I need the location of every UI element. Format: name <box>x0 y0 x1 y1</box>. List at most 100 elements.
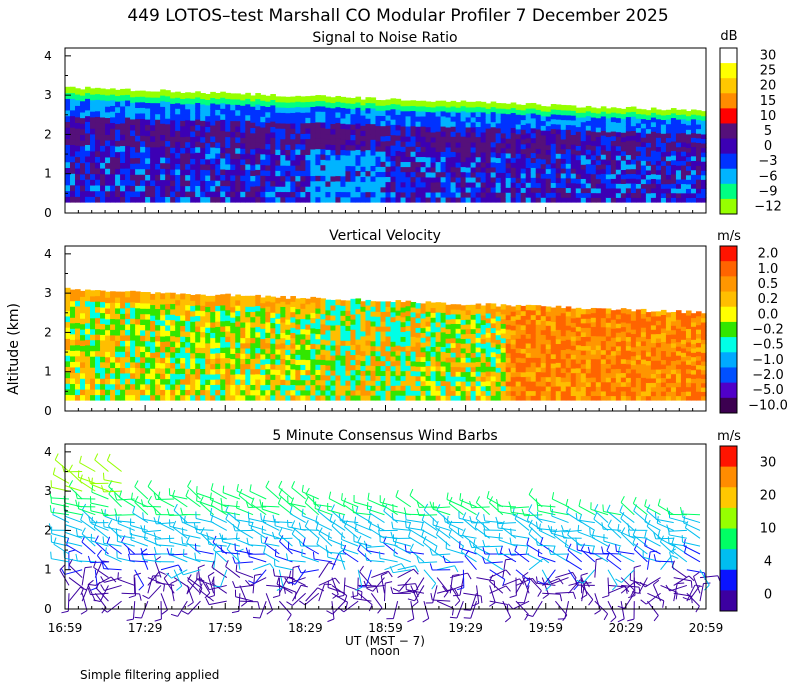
field-cell <box>530 107 537 114</box>
field-cell <box>590 358 597 364</box>
field-cell <box>280 196 286 203</box>
field-cell <box>300 106 306 113</box>
field-cell <box>195 96 201 103</box>
field-cell <box>515 333 522 339</box>
field-cell <box>290 143 296 150</box>
field-cell <box>510 192 517 198</box>
field-cell <box>300 384 306 391</box>
field-cell <box>630 333 637 339</box>
field-cell <box>535 197 542 203</box>
field-cell <box>445 151 452 158</box>
field-cell <box>465 186 472 193</box>
field-cell <box>655 123 662 129</box>
field-cell <box>390 186 397 193</box>
field-cell <box>170 308 176 315</box>
field-cell <box>465 191 472 198</box>
field-cell <box>130 190 136 198</box>
field-cell <box>540 357 547 364</box>
field-cell <box>625 144 632 151</box>
field-cell <box>170 367 176 374</box>
field-cell <box>165 157 171 164</box>
field-cell <box>560 114 567 121</box>
field-cell <box>195 315 201 322</box>
field-cell <box>280 175 286 182</box>
field-cell <box>495 132 502 139</box>
field-cell <box>435 110 442 117</box>
field-cell <box>365 149 372 156</box>
field-cell <box>475 171 482 178</box>
field-cell <box>290 170 296 177</box>
field-cell <box>305 96 311 102</box>
field-cell <box>200 185 206 192</box>
field-cell <box>545 334 552 340</box>
field-cell <box>605 372 612 378</box>
field-cell <box>585 149 592 155</box>
field-cell <box>500 172 507 178</box>
field-cell <box>250 306 256 312</box>
field-cell <box>530 182 537 188</box>
field-cell <box>415 116 422 122</box>
velocity-color-field <box>65 287 707 401</box>
field-cell <box>500 187 507 193</box>
field-cell <box>605 340 612 346</box>
field-cell <box>440 110 447 117</box>
field-cell <box>620 354 627 360</box>
field-cell <box>615 327 622 333</box>
field-cell <box>155 303 161 310</box>
field-cell <box>505 143 512 149</box>
field-cell <box>520 104 527 111</box>
field-cell <box>355 128 362 135</box>
field-cell <box>405 350 412 356</box>
field-cell <box>445 111 452 118</box>
field-cell <box>100 361 106 368</box>
field-cell <box>450 126 457 132</box>
field-cell <box>445 166 452 173</box>
field-cell <box>460 385 467 392</box>
field-cell <box>640 354 647 360</box>
field-cell <box>155 190 161 198</box>
field-cell <box>430 356 437 362</box>
field-cell <box>635 390 642 397</box>
field-cell <box>640 109 647 115</box>
field-cell <box>270 343 276 349</box>
field-cell <box>340 375 347 381</box>
field-cell <box>165 146 171 153</box>
field-cell <box>385 191 392 198</box>
field-cell <box>480 116 487 123</box>
field-cell <box>605 155 612 161</box>
field-cell <box>410 316 417 323</box>
field-cell <box>85 196 91 203</box>
field-cell <box>340 196 347 203</box>
field-cell <box>605 108 612 114</box>
field-cell <box>220 152 226 159</box>
field-cell <box>185 304 191 311</box>
field-cell <box>305 133 311 140</box>
field-cell <box>95 361 101 368</box>
field-cell <box>85 190 91 197</box>
field-cell <box>655 395 662 401</box>
field-cell <box>395 380 402 386</box>
field-cell <box>380 326 387 332</box>
field-cell <box>365 102 372 109</box>
field-cell <box>595 377 602 383</box>
field-cell <box>105 156 111 164</box>
field-cell <box>695 188 702 194</box>
field-cell <box>280 301 286 307</box>
field-cell <box>530 314 537 320</box>
field-cell <box>345 330 352 336</box>
field-cell <box>100 307 106 314</box>
field-cell <box>290 128 296 135</box>
field-cell <box>80 140 86 147</box>
field-cell <box>240 164 246 171</box>
field-cell <box>225 131 231 138</box>
field-cell <box>105 106 111 113</box>
field-cell <box>65 173 71 180</box>
field-cell <box>330 304 337 311</box>
field-cell <box>215 136 221 143</box>
field-cell <box>225 325 231 332</box>
field-cell <box>455 371 462 377</box>
field-cell <box>330 160 337 166</box>
field-cell <box>545 395 552 401</box>
field-cell <box>280 170 286 177</box>
field-cell <box>220 384 226 391</box>
